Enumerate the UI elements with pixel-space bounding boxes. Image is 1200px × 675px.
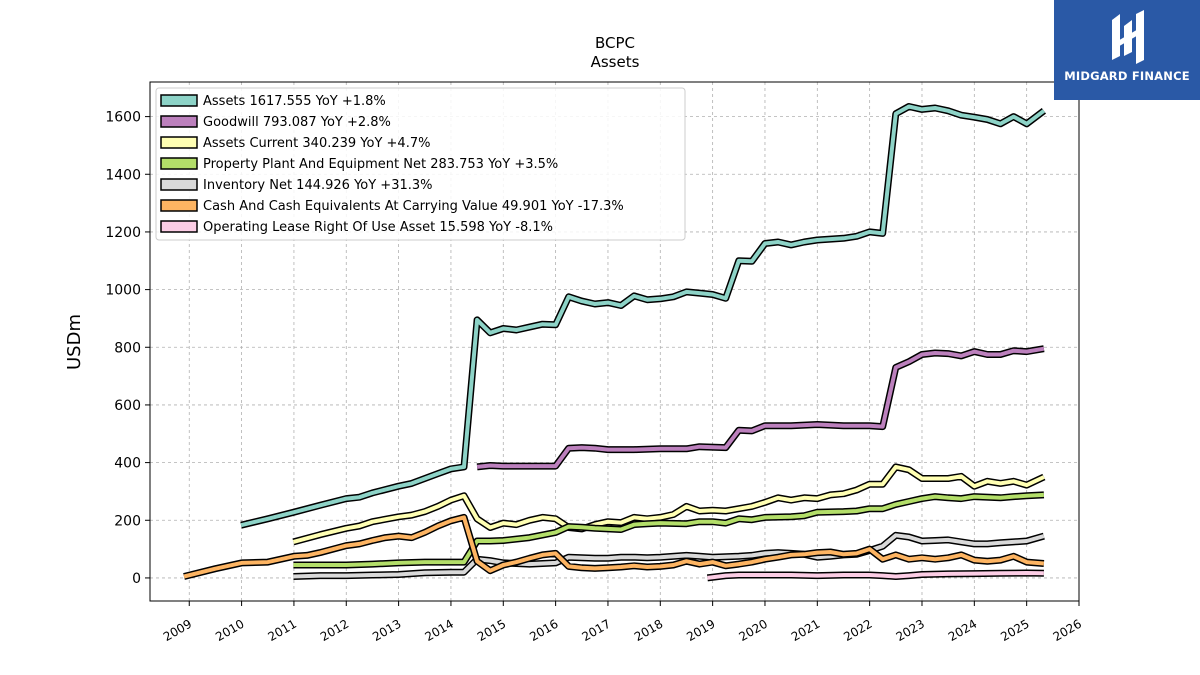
series-lines (183, 103, 1047, 582)
series-line (183, 515, 1045, 579)
series-line (293, 492, 1045, 567)
chart-subtitle: Assets (591, 53, 640, 71)
legend-box (155, 87, 686, 241)
x-tick-label: 2019 (684, 617, 717, 644)
series-line (292, 464, 1045, 544)
legend-swatch (160, 136, 198, 149)
y-axis-label: USDm (64, 314, 85, 370)
legend: Assets 1617.555 YoY +1.8% Goodwill 793.08… (155, 87, 686, 241)
x-tick-label: 2017 (580, 617, 613, 644)
legend-swatch (160, 94, 198, 107)
x-tick-label: 2012 (318, 617, 351, 644)
x-tick-label: 2016 (527, 617, 560, 644)
x-tick-label: 2014 (423, 617, 456, 644)
series-line (240, 104, 1046, 528)
y-tick-label: 1400 (105, 167, 141, 183)
legend-entry: Assets 1617.555 YoY +1.8% (203, 94, 386, 109)
y-tick-label: 600 (114, 398, 141, 414)
y-axis-ticks: 0 200 400 600 800 1000 1200 1400 1600 (105, 110, 150, 587)
x-tick-label: 2024 (946, 617, 979, 644)
y-tick-label: 400 (114, 456, 141, 472)
plot-frame (149, 81, 1080, 602)
legend-entry: Inventory Net 144.926 YoY +31.3% (203, 178, 433, 193)
legend-entry: Assets Current 340.239 YoY +4.7% (203, 136, 430, 151)
x-tick-label: 2010 (213, 617, 246, 644)
legend-swatch (160, 115, 198, 128)
series-line (476, 346, 1045, 469)
y-tick-label: 200 (114, 513, 141, 529)
x-tick-label: 2015 (475, 617, 508, 644)
y-tick-label: 1000 (105, 283, 141, 299)
x-tick-label: 2023 (894, 617, 927, 644)
legend-entry: Goodwill 793.087 YoY +2.8% (203, 115, 391, 130)
x-tick-label: 2025 (998, 617, 1031, 644)
chart-title: BCPC (595, 34, 635, 52)
series-line (707, 571, 1044, 580)
x-tick-label: 2018 (632, 617, 665, 644)
x-tick-label: 2021 (789, 617, 822, 644)
x-tick-label: 2013 (370, 617, 403, 644)
brand-name: MIDGARD FINANCE (1064, 69, 1190, 83)
y-tick-label: 1600 (105, 110, 141, 126)
brand-logo: MIDGARD FINANCE (1054, 0, 1200, 100)
logo-mark-icon (1112, 10, 1144, 64)
y-tick-label: 1200 (105, 225, 141, 241)
x-axis-ticks: 2009 2010 2011 2012 2013 2014 2015 2016 2017 2018… (161, 601, 1084, 644)
legend-swatch (160, 220, 198, 233)
x-tick-label: 2011 (266, 617, 299, 644)
legend-swatch (160, 199, 198, 212)
legend-entry: Cash And Cash Equivalents At Carrying Va… (203, 199, 624, 214)
y-tick-label: 0 (132, 571, 141, 587)
legend-entry: Property Plant And Equipment Net 283.753… (203, 157, 558, 172)
x-tick-label: 2022 (841, 617, 874, 644)
x-tick-label: 2009 (161, 617, 194, 644)
y-tick-label: 800 (114, 340, 141, 356)
series-outline (476, 345, 1045, 471)
x-tick-label: 2020 (737, 617, 770, 644)
legend-swatch (160, 178, 198, 191)
x-tick-label: 2026 (1051, 617, 1084, 644)
legend-swatch (160, 157, 198, 170)
legend-entry: Operating Lease Right Of Use Asset 15.59… (203, 220, 553, 235)
